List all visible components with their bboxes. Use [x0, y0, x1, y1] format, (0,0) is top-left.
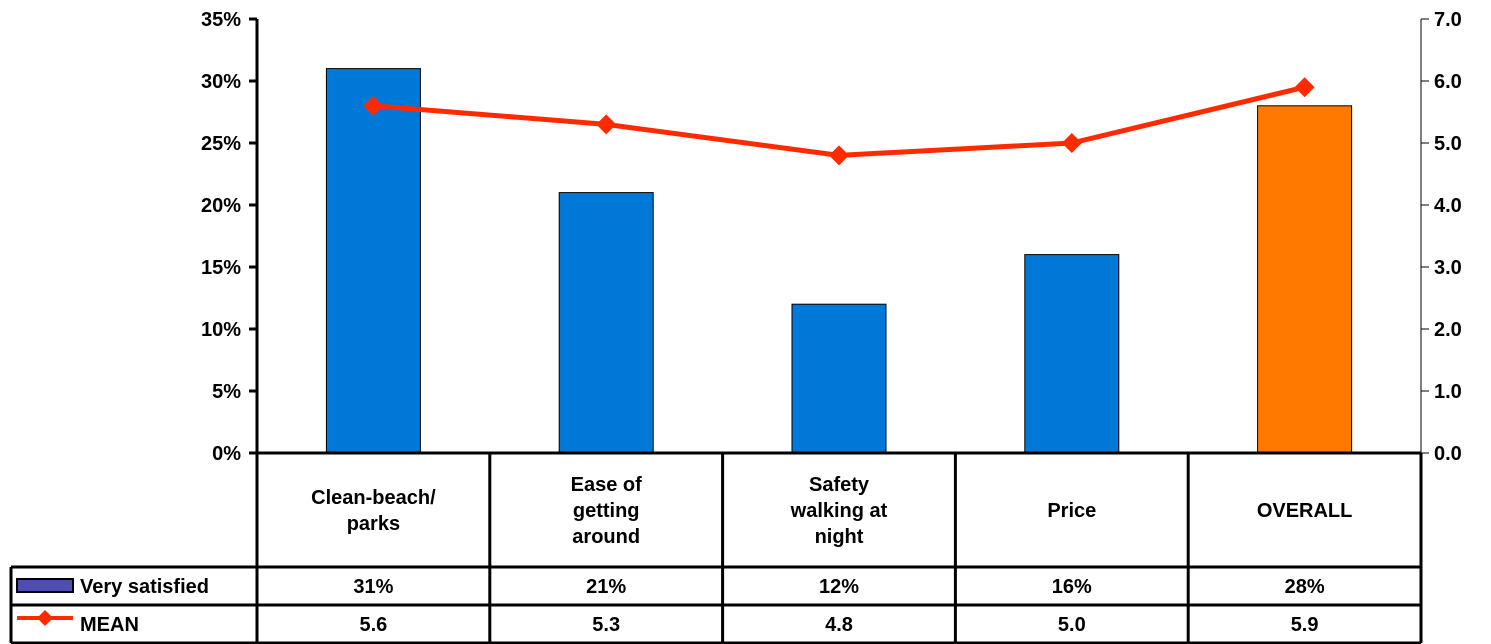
category-label: OVERALL [1257, 500, 1353, 522]
left-axis-tick-label: 25% [201, 133, 241, 155]
bar-very-satisfied [1024, 254, 1120, 454]
legend-label-mean: MEAN [80, 614, 139, 636]
left-axis-tick-label: 0% [212, 443, 241, 465]
table-cell-very-satisfied: 31% [353, 576, 393, 598]
category-label: Clean-beach/ [311, 487, 436, 509]
data-table: Clean-beach/parks Ease of getting around Saf… [9, 451, 1423, 644]
axes-layer: 0% 5% 10% 15% 20% 25% 30% 35% 0.0 1.0 2.0 3.0 4.0 5.0… [201, 9, 1462, 465]
category-label: getting [573, 500, 640, 522]
category-label: night [815, 526, 864, 548]
bar-very-satisfied [325, 68, 421, 454]
legend-marker-mean [37, 610, 53, 626]
table-cell-very-satisfied: 21% [586, 576, 626, 598]
left-axis-tick-label: 15% [201, 257, 241, 279]
table-cell-mean: 5.0 [1058, 614, 1086, 636]
right-axis-tick-label: 4.0 [1434, 195, 1462, 217]
bar-very-satisfied [558, 192, 654, 454]
bar-very-satisfied [791, 303, 887, 454]
bar-very-satisfied [1257, 105, 1353, 454]
right-axis-tick-label: 6.0 [1434, 71, 1462, 93]
legend-swatch-very-satisfied [16, 578, 74, 593]
left-axis-tick-label: 30% [201, 71, 241, 93]
table-cell-very-satisfied: 28% [1285, 576, 1325, 598]
right-axis-tick-label: 2.0 [1434, 319, 1462, 341]
bars-layer [325, 68, 1353, 454]
category-label: Price [1047, 500, 1096, 522]
mean-point-marker [363, 95, 384, 116]
table-cell-mean: 5.3 [592, 614, 620, 636]
table-cell-mean: 5.6 [359, 614, 387, 636]
category-label: walking at [790, 500, 888, 522]
left-axis-tick-label: 20% [201, 195, 241, 217]
table-cell-mean: 4.8 [825, 614, 853, 636]
left-axis-tick-label: 5% [212, 381, 241, 403]
category-label: Ease of [571, 474, 642, 496]
category-label: around [572, 526, 640, 548]
mean-point-marker [829, 145, 849, 166]
mean-point-marker [1061, 133, 1082, 153]
mean-line-layer [363, 77, 1315, 166]
right-axis-tick-label: 1.0 [1434, 381, 1462, 403]
mean-point-marker [1294, 77, 1315, 98]
right-axis-tick-label: 5.0 [1434, 133, 1462, 155]
right-axis-tick-label: 3.0 [1434, 257, 1462, 279]
left-axis-tick-label: 10% [201, 319, 241, 341]
legend-label-very-satisfied: Very satisfied [80, 576, 209, 598]
table-cell-mean: 5.9 [1291, 614, 1319, 636]
right-axis-tick-label: 7.0 [1434, 9, 1462, 31]
table-cell-very-satisfied: 16% [1052, 576, 1092, 598]
category-label: parks [347, 513, 400, 535]
mean-point-marker [596, 114, 617, 135]
table-cell-very-satisfied: 12% [819, 576, 859, 598]
right-axis-tick-label: 0.0 [1434, 443, 1462, 465]
category-label: Safety [809, 474, 870, 496]
mean-series-line [373, 84, 1306, 158]
left-axis-tick-label: 35% [201, 9, 241, 31]
